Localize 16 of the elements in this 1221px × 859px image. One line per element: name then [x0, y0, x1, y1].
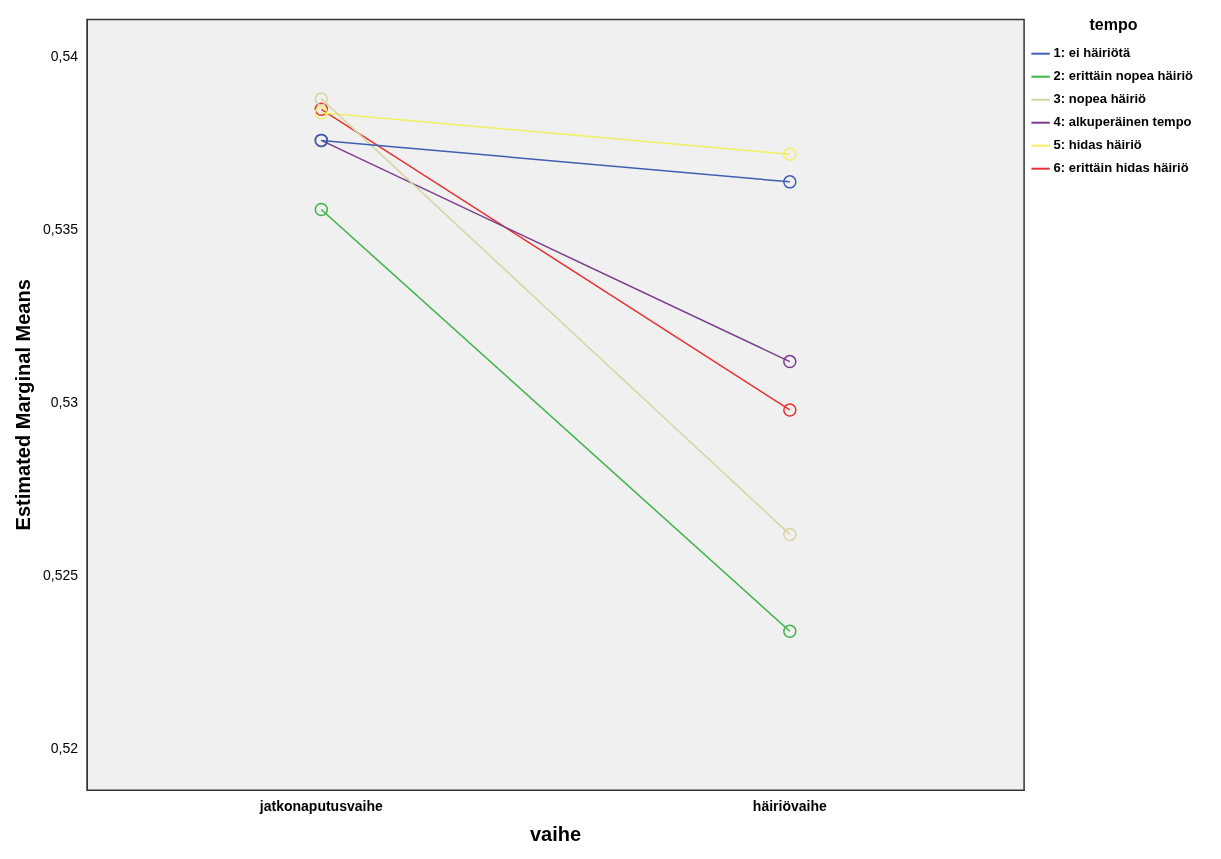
- legend-label: 6: erittäin hidas häiriö: [1053, 160, 1189, 176]
- x-tick-label: häiriövaihe: [752, 798, 827, 815]
- x-axis-title: vaihe: [529, 822, 582, 845]
- legend-label: 4: alkuperäinen tempo: [1053, 114, 1192, 130]
- y-axis-title: Estimated Marginal Means: [11, 279, 34, 531]
- y-tick-label: 0,52: [50, 739, 79, 756]
- legend-label: 3: nopea häiriö: [1053, 91, 1147, 107]
- legend-label: 2: erittäin nopea häiriö: [1053, 68, 1194, 84]
- x-tick-label: jatkonaputusvaihe: [258, 798, 383, 815]
- y-tick-label: 0,54: [50, 48, 79, 65]
- y-tick-label: 0,53: [50, 393, 79, 410]
- legend-label: 1: ei häiriötä: [1053, 45, 1131, 61]
- legend-label: 5: hidas häiriö: [1053, 137, 1142, 153]
- legend-title: tempo: [1089, 16, 1138, 34]
- y-tick-label: 0,525: [42, 566, 79, 583]
- y-tick-label: 0,535: [42, 221, 79, 238]
